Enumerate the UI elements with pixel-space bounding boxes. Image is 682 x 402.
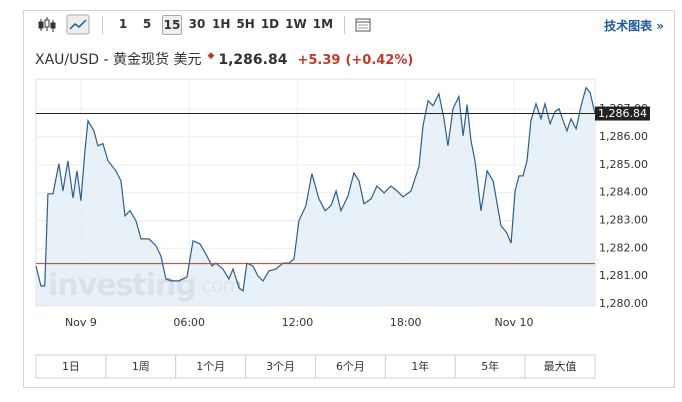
- line-icon[interactable]: [66, 14, 90, 35]
- interval-button[interactable]: 1W: [285, 17, 307, 31]
- y-tick-label: 1,282.00: [599, 241, 648, 254]
- chart-type-icons: [38, 14, 90, 35]
- range-button-label: 1年: [411, 359, 429, 373]
- range-button[interactable]: 1日: [35, 354, 107, 379]
- symbol: XAU/USD - 黄金现货 美元: [35, 52, 202, 68]
- range-button-label: 5年: [481, 359, 499, 373]
- interval-button[interactable]: 30: [188, 17, 206, 31]
- interval-button[interactable]: 1: [118, 17, 128, 31]
- change-pct: (+0.42%): [345, 53, 414, 68]
- calendar-icon[interactable]: [353, 15, 373, 35]
- x-tick-label: 12:00: [282, 316, 314, 329]
- range-button[interactable]: 3个月: [245, 354, 316, 379]
- x-tick-label: 18:00: [390, 316, 422, 329]
- interval-button[interactable]: 1D: [260, 17, 280, 31]
- interval-button[interactable]: 5H: [236, 17, 255, 31]
- range-button-label: 6个月: [336, 360, 365, 373]
- range-button-label: 1日: [62, 360, 80, 373]
- interval-button[interactable]: 1H: [212, 17, 231, 31]
- interval-button[interactable]: 15: [162, 15, 182, 35]
- range-button-label: 最大值: [544, 359, 577, 373]
- candle-icon[interactable]: [38, 17, 56, 32]
- x-tick-label: Nov 10: [494, 316, 533, 329]
- interval-button[interactable]: 1M: [312, 17, 334, 31]
- tech-chart-link[interactable]: 技术图表 »: [604, 19, 664, 33]
- price-line: [35, 86, 596, 293]
- range-button-label: 3个月: [266, 360, 295, 373]
- range-button[interactable]: 6个月: [315, 354, 386, 379]
- quote-header: XAU/USD - 黄金现货 美元 ◆ 1,286.84 +5.39 (+0.4…: [35, 49, 413, 69]
- range-button-box: [524, 354, 596, 379]
- change: +5.39: [297, 53, 341, 68]
- last-price-box: [595, 106, 650, 121]
- last-price-label: 1,286.84: [598, 107, 647, 120]
- price: 1,286.84: [218, 52, 288, 68]
- range-button[interactable]: 1周: [105, 354, 177, 379]
- y-tick-label: 1,284.00: [599, 186, 648, 199]
- y-tick-label: 1,283.00: [599, 213, 648, 226]
- x-tick-label: Nov 9: [65, 316, 97, 329]
- up-arrow: ◆: [207, 51, 215, 61]
- x-tick-label: 06:00: [173, 316, 205, 329]
- interval-button[interactable]: 5: [142, 17, 152, 31]
- range-button-label: 1周: [132, 360, 150, 373]
- area-fill: [36, 87, 595, 306]
- y-tick-label: 1,286.00: [599, 130, 648, 143]
- range-button[interactable]: 最大值: [524, 354, 596, 379]
- range-button[interactable]: 5年: [454, 354, 526, 379]
- range-button[interactable]: 1个月: [175, 354, 247, 379]
- range-button[interactable]: 1年: [384, 354, 456, 379]
- y-tick-label: 1,281.00: [599, 269, 648, 282]
- y-tick-label: 1,285.00: [599, 158, 648, 171]
- interval-buttons: 1 5 15 30 1H 5H 1D 1W 1M: [111, 15, 336, 35]
- separator: [344, 16, 346, 34]
- y-tick-label: 1,280.00: [599, 297, 648, 310]
- range-button-label: 1个月: [196, 360, 225, 373]
- separator: [102, 16, 103, 34]
- toolbar: 1 5 15 30 1H 5H 1D 1W 1M 技术图表 »: [24, 11, 674, 39]
